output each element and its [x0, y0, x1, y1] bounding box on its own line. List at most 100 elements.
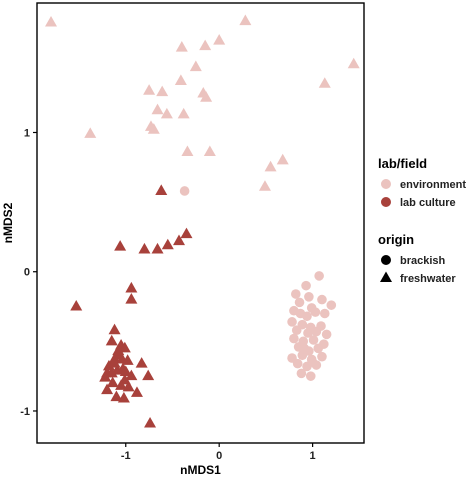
y-axis-label: nMDS2 — [1, 202, 15, 243]
data-point-triangle — [99, 371, 112, 382]
data-point-triangle — [108, 323, 121, 335]
data-point-triangle — [125, 293, 138, 304]
series-environment-brackish — [179, 186, 337, 381]
legend-item-label: environment — [400, 179, 466, 191]
legend-title: lab/field — [378, 156, 427, 171]
data-point-circle — [317, 294, 327, 305]
data-point-triangle — [45, 15, 58, 27]
data-point-triangle — [180, 227, 193, 239]
data-point-triangle — [239, 14, 252, 26]
data-point-circle — [305, 371, 316, 381]
data-point-triangle — [125, 369, 138, 381]
data-point-triangle — [84, 127, 97, 138]
data-point-triangle — [151, 103, 164, 115]
data-point-circle — [179, 186, 190, 196]
data-point-circle — [310, 307, 321, 317]
data-point-circle — [296, 368, 307, 379]
x-tick-label: -1 — [121, 450, 131, 462]
data-points — [45, 14, 360, 428]
data-point-circle — [314, 271, 324, 281]
data-point-triangle — [121, 354, 134, 365]
data-point-circle — [292, 358, 303, 369]
data-point-triangle — [156, 85, 169, 97]
x-tick-label: 0 — [216, 450, 222, 462]
legend-item-label: freshwater — [400, 273, 456, 285]
data-point-triangle — [70, 299, 83, 311]
legend-key-triangle — [380, 271, 392, 283]
data-point-circle — [294, 297, 305, 308]
data-point-triangle — [117, 391, 130, 403]
data-point-triangle — [125, 281, 138, 293]
legend: lab/field environment lab culture origin bra… — [378, 156, 466, 285]
data-point-circle — [313, 343, 324, 354]
data-point-triangle — [258, 180, 271, 191]
data-point-circle — [301, 280, 311, 291]
data-point-triangle — [138, 242, 151, 254]
data-point-triangle — [135, 357, 148, 368]
data-point-triangle — [112, 344, 125, 356]
data-point-triangle — [147, 123, 160, 134]
data-point-circle — [326, 300, 337, 310]
data-point-circle — [308, 335, 319, 345]
legend-item-label: brackish — [400, 255, 446, 267]
data-point-circle — [319, 308, 330, 319]
data-point-circle — [287, 317, 297, 327]
data-point-circle — [291, 325, 302, 336]
data-point-triangle — [105, 366, 118, 378]
data-point-triangle — [189, 60, 202, 72]
data-point-triangle — [199, 39, 212, 51]
data-point-triangle — [108, 357, 121, 368]
data-point-triangle — [276, 153, 289, 165]
legend-key-circle — [381, 255, 391, 265]
data-point-circle — [303, 328, 313, 338]
data-point-circle — [299, 343, 310, 354]
x-tick-label: 1 — [310, 450, 316, 462]
data-point-triangle — [203, 145, 216, 157]
data-point-triangle — [144, 416, 157, 428]
axes: -1 0 1 -1 0 1 — [20, 127, 315, 462]
data-point-triangle — [122, 380, 135, 392]
data-point-triangle — [200, 91, 213, 102]
data-point-circle — [304, 291, 314, 302]
data-point-triangle — [151, 242, 164, 254]
data-point-triangle — [110, 390, 123, 402]
data-point-triangle — [118, 341, 131, 353]
data-point-triangle — [181, 145, 194, 157]
data-point-triangle — [318, 77, 331, 88]
data-point-triangle — [114, 240, 127, 251]
data-point-triangle — [101, 383, 114, 395]
data-point-triangle — [119, 365, 132, 377]
data-point-triangle — [160, 107, 173, 119]
data-point-circle — [307, 357, 318, 368]
x-axis-label: nMDS1 — [180, 463, 221, 477]
data-point-circle — [317, 351, 327, 362]
y-tick-label: 1 — [24, 127, 30, 139]
data-point-circle — [289, 333, 299, 344]
y-tick-label: -1 — [20, 406, 30, 418]
data-point-triangle — [347, 57, 360, 69]
data-point-triangle — [115, 379, 128, 390]
legend-item-label: lab culture — [400, 197, 456, 209]
legend-title: origin — [378, 232, 414, 247]
data-point-triangle — [264, 160, 277, 172]
legend-key-circle — [381, 197, 391, 207]
series-environment-freshwater — [45, 14, 360, 191]
data-point-circle — [290, 289, 301, 299]
plot-panel-border — [36, 2, 365, 444]
data-point-triangle — [106, 376, 119, 388]
data-point-triangle — [142, 369, 155, 381]
data-point-circle — [321, 329, 332, 340]
data-point-triangle — [161, 238, 174, 250]
data-point-triangle — [130, 386, 143, 397]
data-point-triangle — [213, 34, 226, 45]
series-lab-culture-freshwater — [70, 184, 193, 428]
data-point-triangle — [105, 334, 118, 346]
data-point-triangle — [174, 74, 187, 85]
y-tick-label: 0 — [24, 267, 30, 279]
data-point-triangle — [173, 234, 186, 246]
data-point-triangle — [143, 84, 156, 95]
data-point-triangle — [155, 184, 168, 195]
data-point-triangle — [175, 41, 188, 52]
